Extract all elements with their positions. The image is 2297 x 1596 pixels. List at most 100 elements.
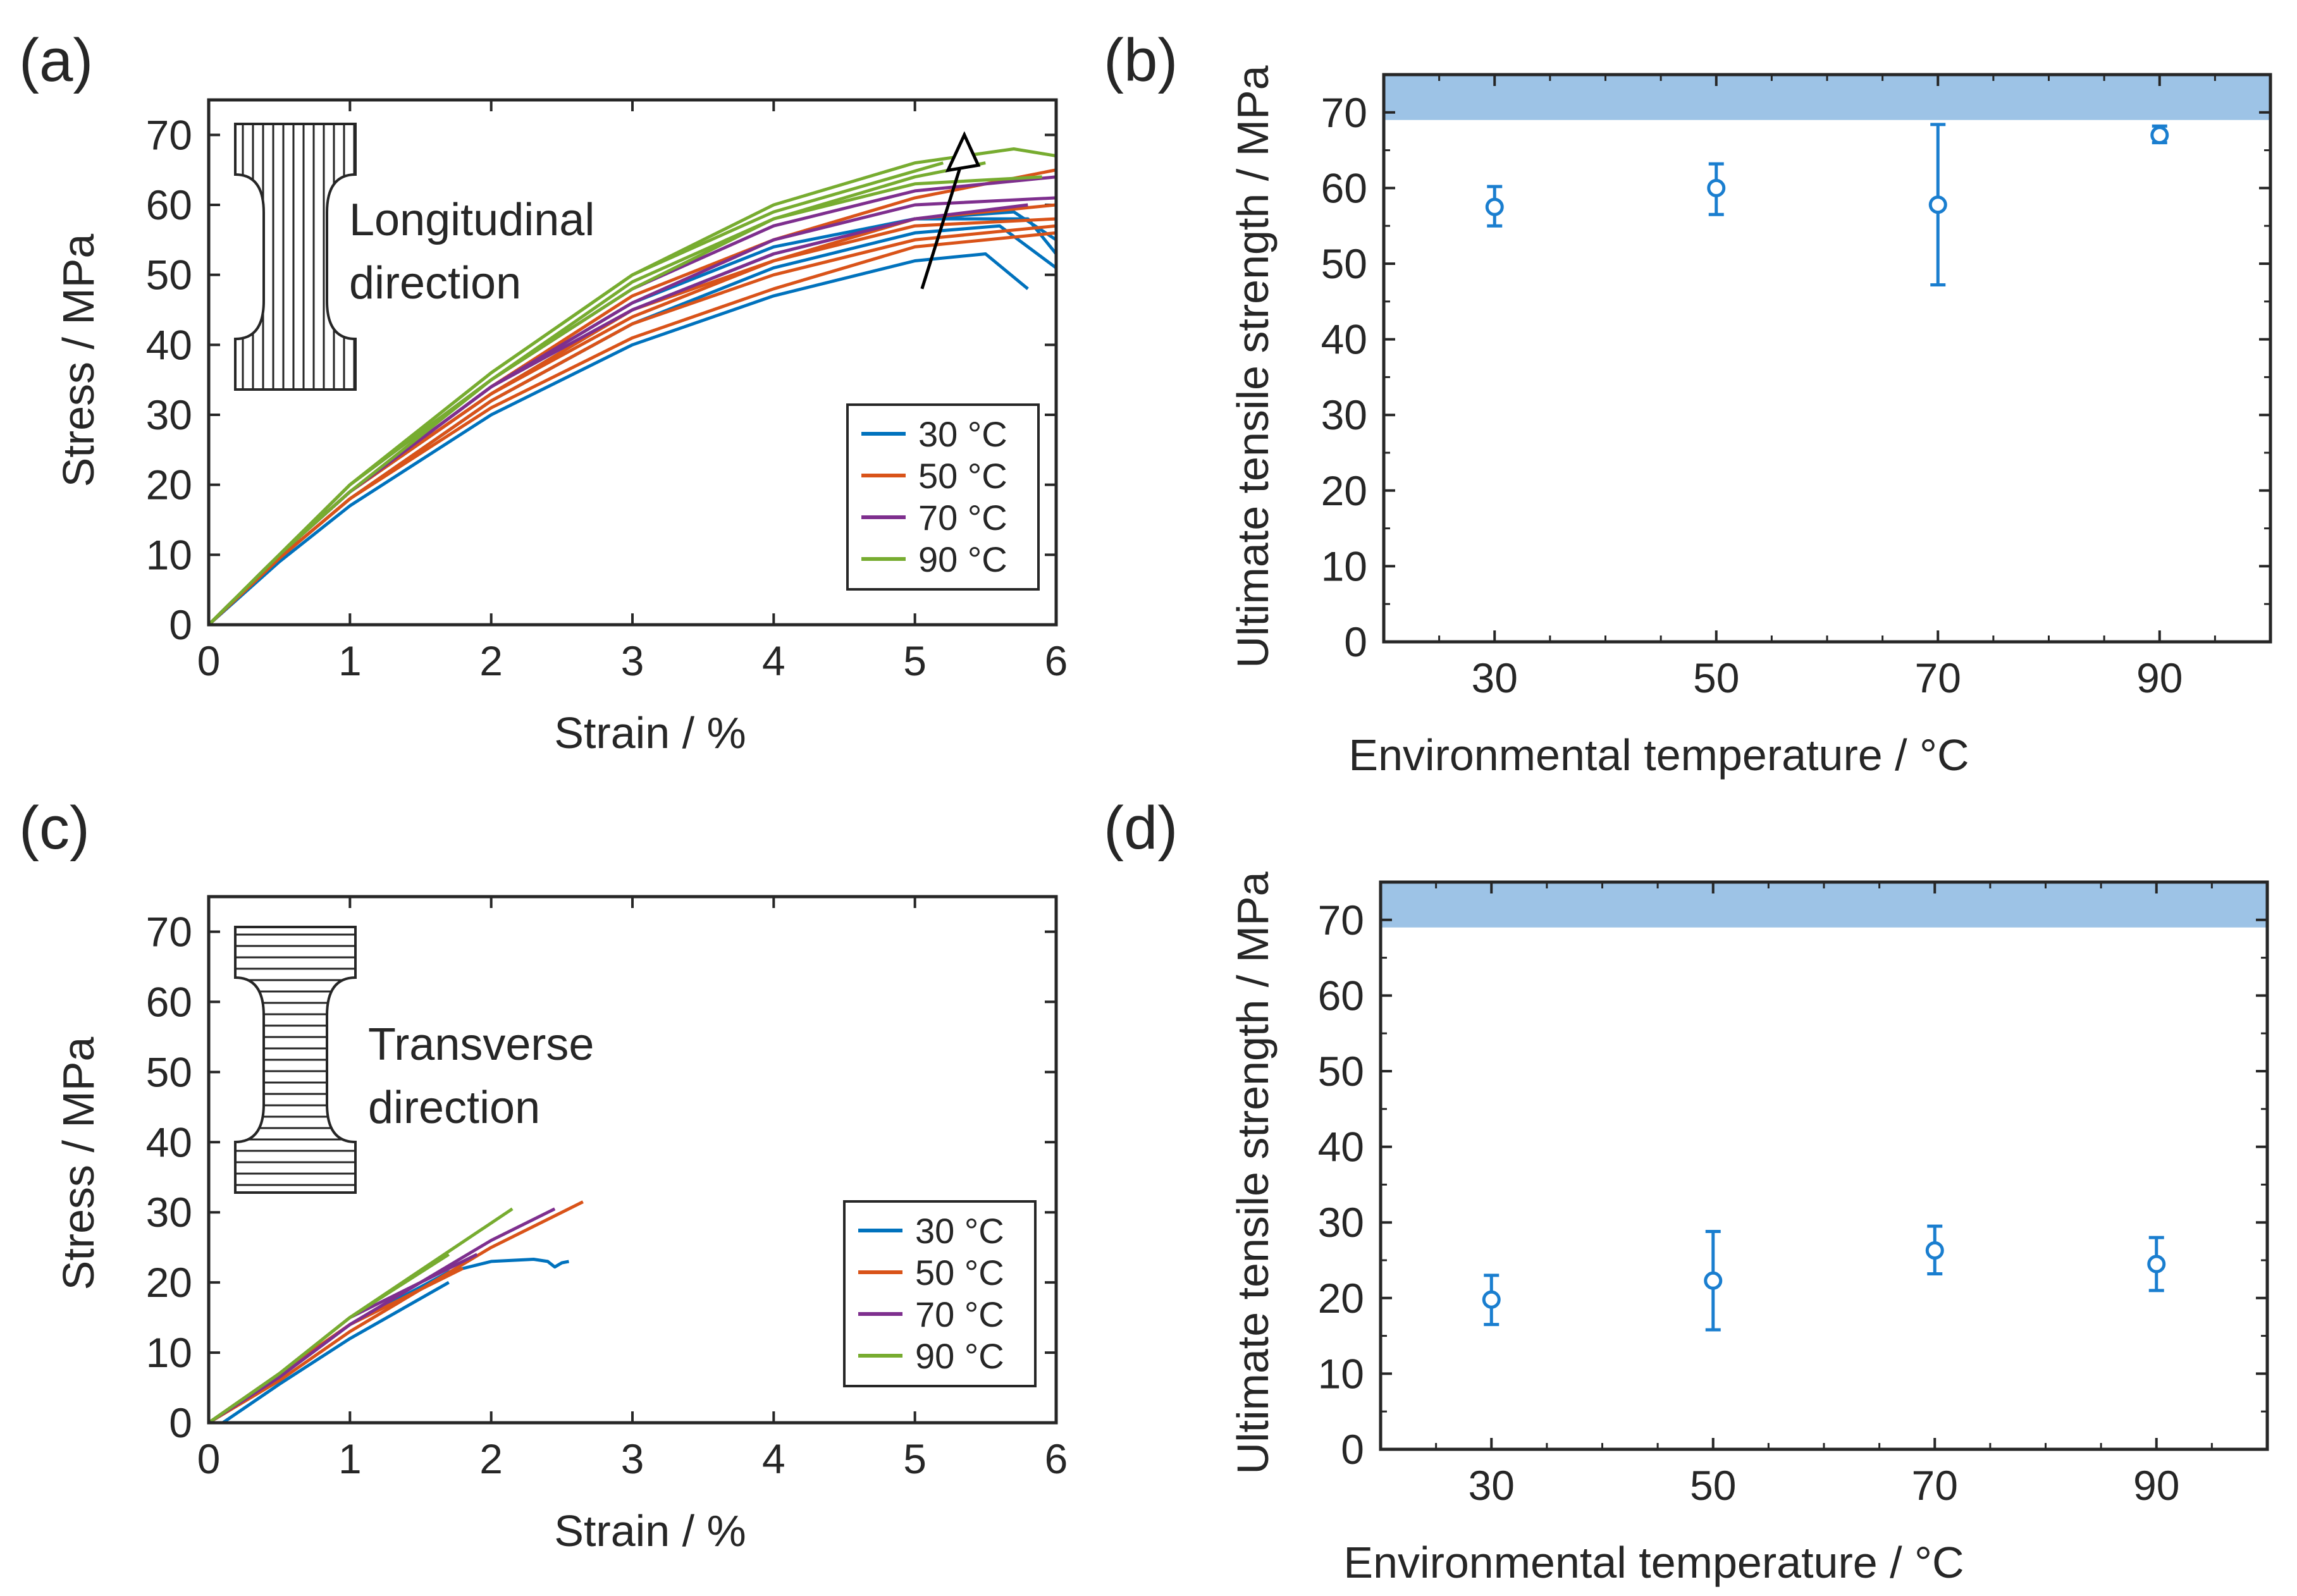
x-tick-label: 50 <box>1690 1462 1736 1509</box>
y-tick-label: 70 <box>146 111 192 158</box>
x-tick-label: 4 <box>762 1435 785 1482</box>
panel-a-xlabel: Strain / % <box>554 708 746 758</box>
panel-b-ticks: 0 10 20 30 40 50 60 70 30 50 70 90 <box>1321 73 2272 701</box>
legend-label-70: 70 °C <box>915 1294 1004 1334</box>
y-tick-label: 20 <box>1318 1275 1364 1322</box>
panel-c-curves <box>207 1200 584 1425</box>
panel-c-label: (c) <box>19 794 90 862</box>
legend-label-90: 90 °C <box>915 1336 1004 1376</box>
panel-b-band <box>1384 75 2270 120</box>
legend-label-50: 50 °C <box>918 456 1007 496</box>
x-tick-label: 1 <box>338 637 362 684</box>
curve-30c <box>221 1280 450 1425</box>
panel-b: (b) 0 10 20 30 40 50 60 70 30 50 70 90 Environmenta… <box>1104 27 2272 780</box>
specimen-outline <box>234 123 357 391</box>
panel-b-xlabel: Environmental temperature / °C <box>1348 730 1969 780</box>
panel-a-inset-line2: direction <box>349 258 521 309</box>
y-tick-label: 0 <box>169 601 192 648</box>
panel-c-ylabel: Stress / MPa <box>54 1037 103 1291</box>
inset-hatching <box>235 933 355 1186</box>
data-point <box>1707 178 1726 197</box>
curve-90c <box>207 1253 450 1425</box>
reference-band <box>1381 882 2267 928</box>
x-tick-label: 6 <box>1045 1435 1068 1482</box>
x-tick-label: 90 <box>2136 654 2183 701</box>
y-tick-label: 20 <box>1321 467 1367 514</box>
data-point <box>1704 1271 1723 1290</box>
y-tick-label: 40 <box>146 1119 192 1165</box>
curve-50c <box>207 224 1057 626</box>
reference-band <box>1384 75 2270 120</box>
panel-c-inset-line2: direction <box>368 1083 540 1133</box>
panel-c-legend: 30 °C50 °C70 °C90 °C <box>843 1200 1037 1387</box>
x-tick-label: 1 <box>338 1435 362 1482</box>
x-tick-label: 0 <box>197 637 221 684</box>
y-tick-label: 50 <box>146 252 192 298</box>
y-tick-label: 40 <box>146 321 192 368</box>
x-tick-label: 3 <box>621 1435 644 1482</box>
y-tick-label: 10 <box>146 1329 192 1376</box>
panel-c-specimen-inset <box>234 926 357 1194</box>
y-tick-label: 10 <box>1318 1350 1364 1397</box>
legend-label-90: 90 °C <box>918 539 1007 579</box>
y-tick-label: 0 <box>1341 1426 1364 1473</box>
panel-a-trend-arrow <box>920 131 981 290</box>
y-tick-label: 30 <box>1318 1199 1364 1246</box>
curve-30c <box>207 1258 569 1425</box>
y-tick-label: 0 <box>169 1399 192 1446</box>
x-tick-label: 70 <box>1915 654 1961 701</box>
x-tick-label: 3 <box>621 637 644 684</box>
panel-d-points <box>1482 1224 2166 1332</box>
panel-a-inset-line1: Longitudinal <box>349 195 594 245</box>
arrow-head <box>945 131 981 173</box>
panel-a-label: (a) <box>19 27 93 94</box>
y-tick-label: 40 <box>1318 1124 1364 1170</box>
x-tick-label: 5 <box>903 637 927 684</box>
y-tick-label: 60 <box>1318 972 1364 1019</box>
panel-d-axes-box <box>1379 880 2269 1451</box>
legend-label-70: 70 °C <box>918 498 1007 537</box>
y-tick-label: 30 <box>146 391 192 438</box>
y-tick-label: 0 <box>1344 618 1367 665</box>
x-tick-label: 50 <box>1693 654 1739 701</box>
x-tick-label: 6 <box>1045 637 1068 684</box>
panel-a-specimen-inset <box>234 123 357 391</box>
y-tick-label: 20 <box>146 462 192 508</box>
x-tick-label: 30 <box>1469 1462 1515 1509</box>
y-tick-label: 60 <box>146 978 192 1025</box>
y-tick-label: 70 <box>1318 897 1364 943</box>
panel-d-ylabel: Ultimate tensile strength / MPa <box>1228 871 1278 1474</box>
data-point <box>2147 1255 2166 1274</box>
data-point <box>1482 1290 1501 1309</box>
legend-label-50: 50 °C <box>915 1253 1004 1292</box>
y-tick-label: 50 <box>1321 240 1367 287</box>
y-tick-label: 50 <box>146 1048 192 1095</box>
y-tick-label: 60 <box>1321 164 1367 211</box>
curve-90c <box>207 161 944 626</box>
data-point <box>1928 195 1947 214</box>
panel-a-ylabel: Stress / MPa <box>54 234 103 488</box>
y-tick-label: 10 <box>146 531 192 578</box>
x-tick-label: 30 <box>1472 654 1518 701</box>
legend-label-30: 30 °C <box>918 414 1007 454</box>
panel-d-xlabel: Environmental temperature / °C <box>1343 1538 1964 1587</box>
panel-d-label: (d) <box>1104 794 1178 862</box>
inset-hatching <box>242 124 355 390</box>
panel-b-axes-box <box>1382 73 2272 644</box>
panel-a: (a) 0 10 20 30 40 50 60 70 0 1 2 3 4 5 6 Strain / % St… <box>19 27 1068 758</box>
y-tick-label: 50 <box>1318 1048 1364 1095</box>
panel-c-ticks: 0 10 20 30 40 50 60 70 0 1 2 3 4 5 6 <box>146 897 1068 1482</box>
y-tick-label: 30 <box>1321 391 1367 438</box>
y-tick-label: 10 <box>1321 543 1367 589</box>
x-tick-label: 4 <box>762 637 785 684</box>
y-tick-label: 60 <box>146 181 192 228</box>
panel-b-points <box>1485 123 2169 286</box>
panel-a-curves <box>207 147 1057 626</box>
panel-c-inset-line1: Transverse <box>368 1019 594 1070</box>
x-tick-label: 0 <box>197 1435 221 1482</box>
curve-30c <box>207 252 1029 626</box>
y-tick-label: 70 <box>146 908 192 955</box>
y-tick-label: 30 <box>146 1189 192 1236</box>
panel-c-axes-box <box>207 895 1058 1425</box>
